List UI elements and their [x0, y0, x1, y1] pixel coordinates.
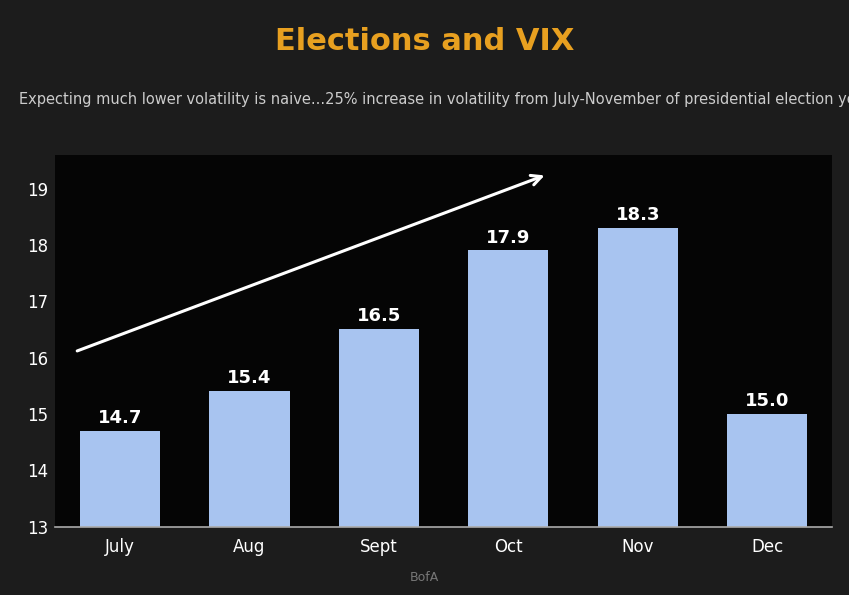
Text: Elections and VIX: Elections and VIX: [275, 27, 574, 56]
Text: Expecting much lower volatility is naive...25% increase in volatility from July-: Expecting much lower volatility is naive…: [19, 92, 849, 107]
Bar: [339, 330, 419, 527]
Text: 18.3: 18.3: [616, 206, 660, 224]
Text: 16.5: 16.5: [357, 308, 401, 325]
Bar: [468, 250, 548, 527]
Text: 14.7: 14.7: [98, 409, 142, 427]
Bar: [80, 431, 160, 527]
Text: 15.4: 15.4: [228, 369, 272, 387]
Bar: [727, 414, 807, 527]
Bar: [209, 392, 290, 527]
Text: 15.0: 15.0: [745, 392, 790, 410]
Text: 17.9: 17.9: [486, 228, 531, 246]
Text: BofA: BofA: [410, 571, 439, 584]
Bar: [598, 228, 678, 527]
